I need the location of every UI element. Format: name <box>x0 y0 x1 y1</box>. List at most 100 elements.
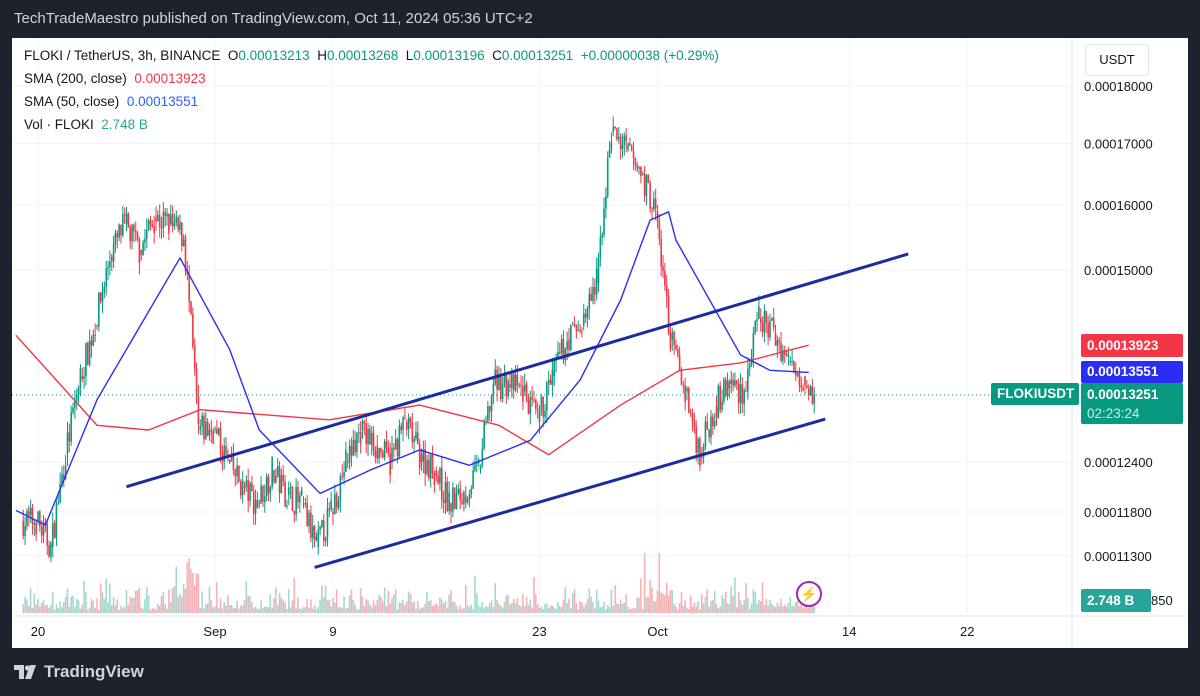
volume-bar <box>358 608 360 613</box>
candle-body <box>171 214 174 227</box>
candle-body <box>31 507 34 525</box>
volume-bar <box>415 608 417 613</box>
candle-body <box>756 319 758 322</box>
volume-bar <box>706 589 709 613</box>
volume-bar <box>389 603 391 613</box>
candle-body <box>149 220 152 225</box>
volume-bar <box>665 582 668 613</box>
volume-bar <box>424 603 426 613</box>
candle-body <box>490 395 493 412</box>
candle-body <box>776 340 779 346</box>
volume-bar <box>247 595 249 613</box>
legend-symbol[interactable]: FLOKI / TetherUS, 3h, BINANCE <box>24 48 221 63</box>
volume-bar <box>282 600 285 613</box>
candle-body <box>689 412 692 414</box>
volume-bar <box>682 605 685 613</box>
candle-body <box>308 512 310 526</box>
legend-volume[interactable]: Vol · FLOKI 2.748 B <box>24 117 148 132</box>
volume-bar <box>68 606 71 613</box>
price-tick: 850 <box>1151 593 1173 608</box>
volume-bar <box>656 590 659 613</box>
volume-bar <box>512 599 515 613</box>
candle-body <box>594 286 596 295</box>
candle-body <box>195 368 198 397</box>
volume-bar <box>719 606 721 613</box>
volume-bar <box>632 607 635 613</box>
candle-body <box>400 425 403 431</box>
volume-bar <box>289 607 292 613</box>
candle-body <box>710 416 712 438</box>
candle-body <box>588 293 591 309</box>
candle-body <box>658 220 661 239</box>
volume-bar <box>385 606 388 613</box>
candle-body <box>300 489 303 496</box>
volume-bar <box>765 598 768 613</box>
volume-bar <box>747 598 749 613</box>
volume-bar <box>251 601 253 613</box>
volume-bar <box>188 558 190 613</box>
candle-body <box>481 448 484 466</box>
candle-body <box>804 376 806 386</box>
candle-body <box>216 428 218 435</box>
candle-body <box>339 476 342 501</box>
sma50-label: SMA (50, close) <box>24 94 120 109</box>
volume-bar <box>752 589 755 613</box>
candle-body <box>464 495 467 503</box>
volume-bar <box>601 606 603 613</box>
candle-body <box>418 444 421 468</box>
candle-body <box>169 214 172 224</box>
candle-body <box>667 296 670 334</box>
candle-body <box>140 249 143 256</box>
candle-body <box>496 369 498 390</box>
chart-pane[interactable]: 0.00018000 0.00017000 0.00016000 0.00015000… <box>12 38 1188 648</box>
volume-bar <box>671 590 674 613</box>
candle-body <box>525 384 528 401</box>
volume-bar <box>157 603 159 613</box>
volume-bar <box>488 603 491 613</box>
price-chart[interactable]: 0.00018000 0.00017000 0.00016000 0.00015000… <box>12 38 1188 648</box>
candle-body <box>219 428 222 453</box>
open-value: 0.00013213 <box>238 48 310 63</box>
candle-body <box>571 324 574 326</box>
volume-bar <box>413 601 415 613</box>
candle-body <box>794 372 797 376</box>
candle-body <box>365 423 367 445</box>
candle-body <box>293 511 296 515</box>
candle-body <box>262 486 264 503</box>
legend-sma50[interactable]: SMA (50, close) 0.00013551 <box>24 94 198 109</box>
candle-body <box>203 415 205 440</box>
volume-bar <box>352 599 355 613</box>
volume-bar <box>228 605 231 613</box>
candle-body <box>50 542 52 557</box>
candle-body <box>450 503 452 512</box>
candle-body <box>289 487 292 489</box>
volume-bar <box>330 606 332 613</box>
volume-bar <box>433 605 436 613</box>
volume-bar <box>603 601 605 613</box>
candle-body <box>59 483 61 504</box>
candle-body <box>439 468 441 484</box>
volume-bar <box>118 609 120 613</box>
lightning-icon[interactable]: ⚡ <box>796 581 822 607</box>
candle-body <box>647 175 650 183</box>
volume-bar <box>606 604 609 613</box>
candle-body <box>322 520 325 542</box>
volume-bar <box>387 590 390 613</box>
volume-bar <box>125 589 128 613</box>
volume-bar <box>324 586 327 613</box>
candle-body <box>335 494 338 508</box>
candle-body <box>562 339 565 361</box>
candle-body <box>728 381 731 389</box>
tradingview-logo[interactable]: TradingView <box>14 662 144 682</box>
volume-bar <box>625 594 627 613</box>
volume-bar <box>523 605 526 613</box>
candle-body <box>774 332 777 346</box>
legend-sma200[interactable]: SMA (200, close) 0.00013923 <box>24 71 206 86</box>
volume-value: 2.748 B <box>101 117 148 132</box>
volume-bar <box>129 596 131 613</box>
volume-bar <box>540 606 543 613</box>
high-value: 0.00013268 <box>326 48 399 63</box>
volume-bar <box>503 601 506 613</box>
currency-button[interactable]: USDT <box>1085 44 1149 76</box>
volume-bar <box>774 606 777 613</box>
